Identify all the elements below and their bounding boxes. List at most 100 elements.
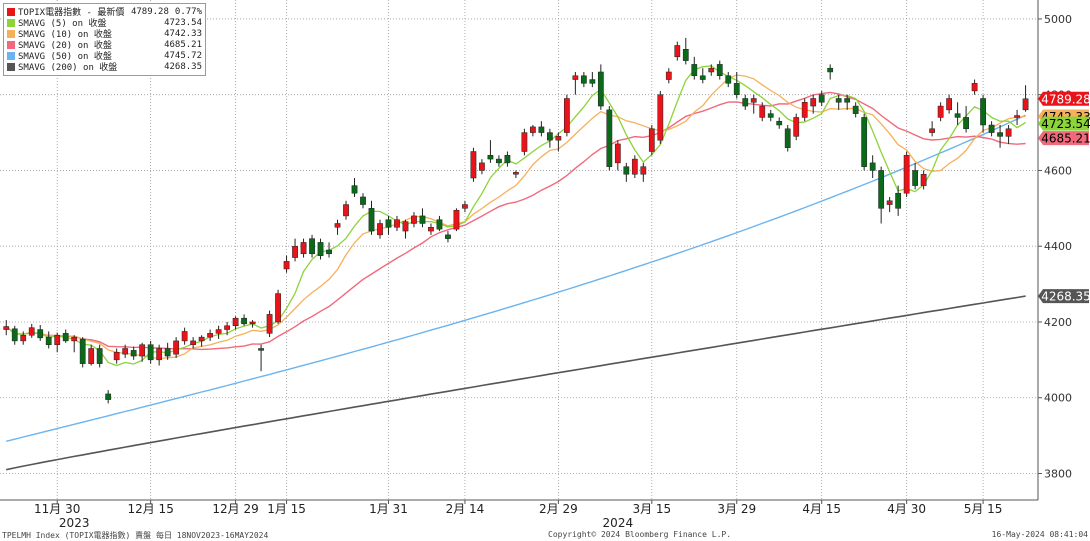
- candle-body: [275, 293, 281, 323]
- legend-swatch: [7, 7, 15, 16]
- value-badge-label: 4789.28: [1041, 92, 1090, 106]
- candle-body: [733, 83, 740, 95]
- x-tick-label: 12月 15: [127, 502, 173, 516]
- candle: [597, 64, 604, 110]
- candle-body: [555, 136, 562, 141]
- candle: [530, 125, 536, 137]
- candle: [988, 121, 995, 137]
- candle: [513, 170, 519, 179]
- candle: [20, 331, 27, 345]
- legend-swatch: [7, 40, 15, 49]
- candle: [750, 94, 757, 114]
- value-badge-shape: [1038, 131, 1089, 146]
- candle: [173, 337, 180, 358]
- candle-body: [411, 215, 417, 224]
- candle: [716, 60, 723, 80]
- x-tick-label: 1月 15: [267, 502, 306, 516]
- candle-body: [750, 98, 757, 103]
- candle: [912, 162, 919, 190]
- candle: [810, 94, 817, 114]
- candle-body: [674, 45, 681, 58]
- candle: [504, 151, 511, 167]
- candle-body: [759, 105, 766, 118]
- value-badge: 4723.54: [1038, 116, 1090, 131]
- candle-body: [147, 344, 154, 361]
- candle-body: [980, 98, 986, 126]
- candle-body: [784, 128, 791, 148]
- legend-item-price: TOPIX電器指數 - 最新價 4789.28 0.77%: [7, 6, 202, 18]
- candle-body: [198, 336, 205, 342]
- candle: [79, 337, 86, 368]
- value-badge: 4789.28: [1038, 91, 1090, 106]
- candle-body: [886, 200, 893, 205]
- candle-body: [572, 75, 579, 80]
- candle: [827, 64, 834, 80]
- candle-body: [946, 98, 952, 111]
- legend-value: 4268.35: [164, 61, 202, 72]
- y-tick-label: 4200: [1044, 316, 1072, 329]
- candle-body: [436, 219, 443, 230]
- candle: [139, 342, 146, 362]
- legend-value: 4745.72: [164, 50, 202, 61]
- value-badge-shape: [1038, 116, 1089, 131]
- candle: [759, 102, 766, 122]
- candle: [903, 151, 910, 197]
- candle: [428, 223, 434, 235]
- candle-body: [377, 223, 383, 236]
- candle: [241, 314, 247, 326]
- y-tick-label: 5000: [1044, 13, 1072, 26]
- legend-label: SMAVG (10) on 收盤: [18, 30, 112, 40]
- candle-body: [631, 158, 638, 175]
- candle: [190, 337, 197, 349]
- candle-body: [691, 64, 698, 77]
- candle: [275, 289, 281, 324]
- candle-body: [71, 336, 78, 342]
- candle-body: [394, 219, 400, 228]
- y-tick-label: 4000: [1044, 392, 1072, 405]
- candle: [470, 147, 477, 182]
- candle: [224, 321, 230, 336]
- candle: [555, 132, 562, 152]
- value-badge: 4685.21: [1038, 131, 1090, 146]
- candle-body: [360, 196, 366, 205]
- candle: [453, 208, 460, 232]
- candle: [1005, 125, 1012, 144]
- candle-body: [96, 348, 103, 364]
- candle-body: [963, 117, 969, 130]
- candle: [657, 90, 664, 144]
- legend-label: SMAVG (5) on 收盤: [18, 19, 107, 29]
- candle-body: [249, 321, 256, 325]
- value-badge-shape: [1038, 91, 1089, 106]
- candle-body: [343, 204, 349, 217]
- candle: [861, 113, 868, 171]
- candle: [733, 71, 740, 99]
- candle: [767, 109, 774, 122]
- x-tick-label: 5月 15: [964, 502, 1003, 516]
- candle: [487, 140, 494, 163]
- candle-body: [496, 158, 502, 164]
- candle: [878, 166, 885, 224]
- candle-body: [334, 223, 341, 228]
- candle: [665, 68, 672, 84]
- candle-body: [580, 75, 587, 84]
- footer-copyright: Copyright© 2024 Bloomberg Finance L.P.: [548, 530, 732, 539]
- candle: [3, 320, 10, 336]
- candle-body: [929, 128, 936, 133]
- candle-body: [28, 327, 35, 336]
- candle-body: [368, 208, 375, 232]
- candle: [852, 102, 859, 118]
- candle-body: [351, 185, 358, 194]
- candle-body: [827, 67, 834, 73]
- legend-swatch: [7, 62, 15, 71]
- y-tick-label: 4600: [1044, 164, 1072, 177]
- candle-body: [258, 348, 264, 351]
- candle: [45, 331, 52, 349]
- candle-body: [801, 102, 808, 118]
- candle-body: [912, 170, 919, 186]
- candle: [181, 327, 188, 345]
- candle-body: [1022, 98, 1029, 111]
- candle-body: [309, 238, 315, 255]
- candle: [334, 219, 341, 235]
- candle-body: [504, 155, 511, 164]
